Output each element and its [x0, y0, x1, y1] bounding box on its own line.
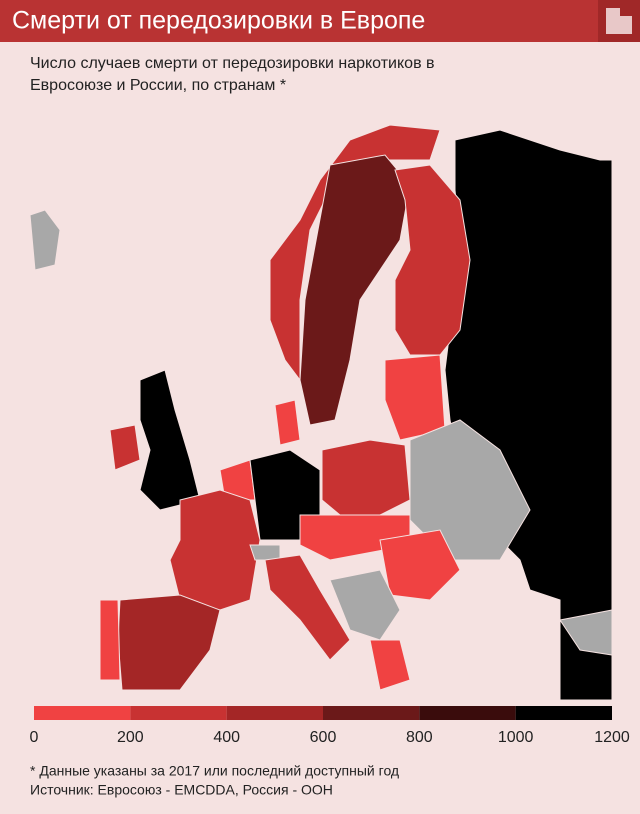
- subtitle-line: Число случаев смерти от передозировки на…: [30, 55, 435, 72]
- italy: [264, 554, 351, 661]
- finland: [394, 164, 471, 356]
- legend-tick-label: 200: [117, 729, 144, 746]
- legend-tick-label: 600: [310, 729, 337, 746]
- legend: 0 200 400 600 800 1000 1200: [30, 706, 630, 746]
- header-bar: [0, 0, 640, 42]
- legend-tick-label: 800: [406, 729, 433, 746]
- greece: [369, 639, 411, 691]
- footnote: * Данные указаны за 2017 или последний д…: [30, 763, 399, 779]
- legend-swatch: [226, 706, 323, 720]
- legend-swatch: [34, 706, 131, 720]
- legend-tick-label: 0: [30, 729, 39, 746]
- subtitle-line: Евросоюзе и России, по странам *: [30, 77, 286, 94]
- title: Смерти от передозировки в Европе: [12, 7, 425, 35]
- legend-swatch: [515, 706, 612, 720]
- ukraine: [409, 419, 531, 561]
- footnote: Источник: Евросоюз - EMCDDA, Россия - ОО…: [30, 782, 333, 798]
- switzerland: [249, 544, 281, 561]
- baltics: [384, 354, 446, 441]
- legend-swatch: [130, 706, 227, 720]
- poland: [321, 439, 411, 516]
- map: [29, 124, 613, 701]
- portugal: [99, 599, 121, 681]
- iceland: [29, 209, 61, 271]
- legend-swatch: [419, 706, 516, 720]
- france: [169, 489, 261, 611]
- spain: [117, 594, 221, 691]
- legend-tick-label: 1200: [594, 729, 630, 746]
- denmark: [274, 399, 301, 446]
- legend-tick-label: 400: [213, 729, 240, 746]
- logo: [598, 0, 640, 42]
- legend-swatch: [323, 706, 420, 720]
- ireland: [109, 424, 141, 471]
- balkans: [329, 569, 401, 641]
- legend-tick-label: 1000: [498, 729, 534, 746]
- uk: [139, 369, 201, 511]
- turkey: [559, 609, 613, 656]
